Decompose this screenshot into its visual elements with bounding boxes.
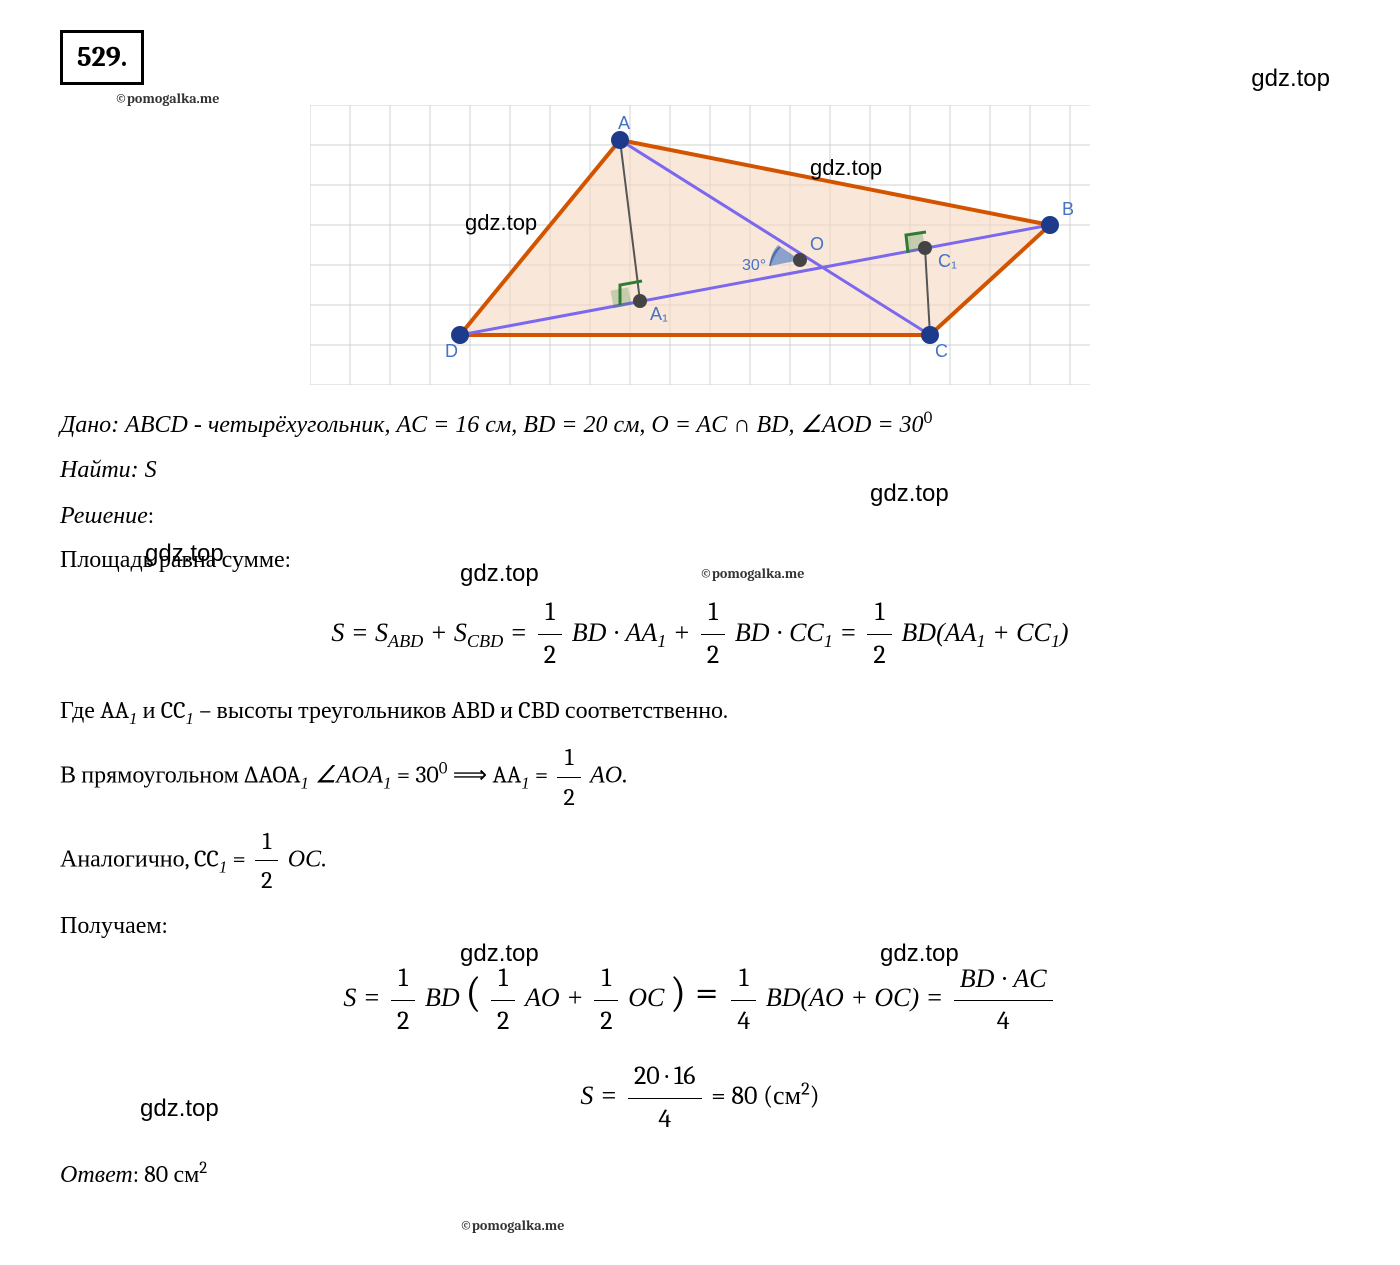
given-line: Дано: ABCD - четырёхугольник, AC = 16 см… xyxy=(60,405,1340,444)
geometry-diagram: A B C D O A₁ C₁ 30° gdz.top gdz.top xyxy=(310,105,1090,385)
solution-line3: В прямоугольном ∆AOA1 ∠AOA1 = 300 ⟹ AA1 … xyxy=(60,738,1340,816)
svg-text:gdz.top: gdz.top xyxy=(465,210,537,235)
copyright: ©pomogalka.me xyxy=(460,1215,564,1237)
find-line: Найти: S xyxy=(60,450,1340,489)
watermark-gdz: gdz.top xyxy=(145,535,224,573)
copyright: ©pomogalka.me xyxy=(115,88,219,110)
watermark-gdz: gdz.top xyxy=(460,555,539,593)
copyright: ©pomogalka.me xyxy=(700,563,804,585)
equation-2: S = 12 BD ( 12 AO + 12 OC ) = 14 BD(AO +… xyxy=(60,958,1340,1042)
watermark-gdz: gdz.top xyxy=(1251,60,1330,98)
problem-number: 529. xyxy=(60,30,144,85)
equation-1: S = SABD + SCBD = 12 BD · AA1 + 12 BD · … xyxy=(60,592,1340,676)
svg-text:A: A xyxy=(618,113,630,133)
solution-line4: Аналогично, CC1 = 12 OC. xyxy=(60,822,1340,900)
solution-line2: Где AA1 и CC1 – высоты треугольников ABD… xyxy=(60,691,1340,733)
svg-text:A₁: A₁ xyxy=(650,304,668,324)
svg-text:D: D xyxy=(445,341,458,361)
equation-3: S = 20 · 164 = 80 (см2) xyxy=(60,1056,1340,1140)
svg-text:O: O xyxy=(810,234,824,254)
svg-text:C₁: C₁ xyxy=(938,251,957,271)
solution-label: Решение: xyxy=(60,496,1340,534)
watermark-gdz: gdz.top xyxy=(460,935,539,973)
svg-text:30°: 30° xyxy=(742,257,766,274)
svg-text:C: C xyxy=(935,341,948,361)
watermark-gdz: gdz.top xyxy=(140,1090,219,1128)
svg-text:B: B xyxy=(1062,199,1074,219)
watermark-gdz: gdz.top xyxy=(870,475,949,513)
solution-line5: Получаем: xyxy=(60,906,1340,944)
answer-line: Ответ: 80 см2 xyxy=(60,1155,1340,1193)
watermark-gdz: gdz.top xyxy=(880,935,959,973)
svg-text:gdz.top: gdz.top xyxy=(810,155,882,180)
